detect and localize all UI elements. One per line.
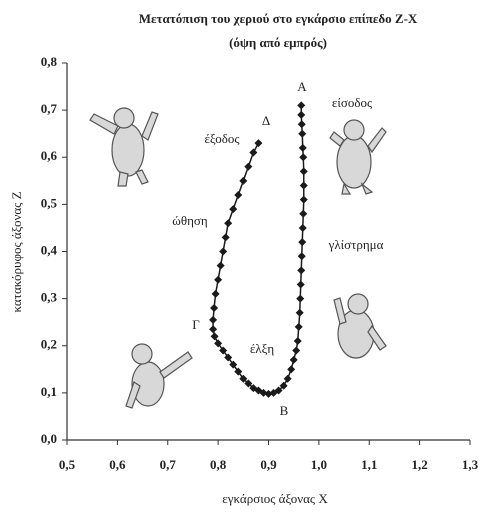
- point: [210, 332, 219, 341]
- point: [292, 346, 301, 355]
- point: [264, 389, 273, 398]
- x-tick-label: 1,2: [412, 457, 428, 472]
- point: [299, 167, 308, 176]
- point: [214, 339, 223, 348]
- point: [297, 110, 306, 119]
- point: [229, 360, 238, 369]
- x-tick-label: 0,9: [260, 457, 277, 472]
- point: [298, 223, 307, 232]
- chart-subtitle: (όψη από εμπρός): [229, 35, 327, 50]
- annotation: έξοδος: [204, 131, 240, 146]
- point: [224, 219, 233, 228]
- y-tick-label: 0,1: [41, 384, 57, 399]
- point: [209, 325, 218, 334]
- point: [239, 374, 248, 383]
- x-axis-label: εγκάρσιος άξονας X: [222, 491, 328, 506]
- point: [244, 379, 253, 388]
- point: [219, 247, 228, 256]
- x-tick-label: 0,8: [210, 457, 227, 472]
- point: [296, 294, 305, 303]
- y-tick-label: 0,5: [41, 195, 58, 210]
- point: [219, 346, 228, 355]
- x-tick-label: 1,1: [361, 457, 377, 472]
- y-tick-label: 0,3: [41, 290, 58, 305]
- point: [283, 374, 292, 383]
- annotation: ώθηση: [172, 213, 208, 228]
- x-tick-label: 0,6: [109, 457, 126, 472]
- chart-title: Μετατόπιση του χεριού στο εγκάρσιο επίπε…: [139, 11, 418, 26]
- point: [229, 205, 238, 214]
- point: [221, 233, 230, 242]
- annotation: Δ: [262, 113, 270, 128]
- point: [299, 195, 308, 204]
- annotation: είσοδος: [332, 95, 373, 110]
- point: [295, 308, 304, 317]
- point: [296, 280, 305, 289]
- point: [234, 190, 243, 199]
- annotation: Γ: [192, 317, 200, 332]
- point: [244, 162, 253, 171]
- point: [289, 355, 298, 364]
- point: [249, 148, 258, 157]
- point: [279, 381, 288, 390]
- annotation: γλίστρημα: [328, 237, 384, 252]
- point: [297, 252, 306, 261]
- y-tick-label: 0,6: [41, 148, 58, 163]
- point: [297, 266, 306, 275]
- point: [299, 209, 308, 218]
- point: [298, 143, 307, 152]
- point: [269, 388, 278, 397]
- point: [298, 129, 307, 138]
- y-tick-label: 0,4: [41, 242, 58, 257]
- point: [214, 275, 223, 284]
- point: [210, 304, 219, 313]
- point: [254, 139, 263, 148]
- point: [239, 176, 248, 185]
- point: [297, 101, 306, 110]
- point: [287, 365, 296, 374]
- point: [293, 337, 302, 346]
- y-tick-label: 0,2: [41, 337, 57, 352]
- point: [298, 238, 307, 247]
- point: [234, 367, 243, 376]
- point: [299, 181, 308, 190]
- point: [216, 261, 225, 270]
- y-tick-label: 0,7: [41, 101, 58, 116]
- point: [249, 384, 258, 393]
- x-tick-label: 0,5: [59, 457, 76, 472]
- point: [224, 353, 233, 362]
- point: [297, 120, 306, 129]
- point: [299, 153, 308, 162]
- point: [209, 315, 218, 324]
- y-tick-label: 0,0: [41, 431, 57, 446]
- y-tick-label: 0,8: [41, 54, 58, 69]
- point: [211, 289, 220, 298]
- point: [254, 386, 263, 395]
- x-tick-label: 0,7: [160, 457, 177, 472]
- point: [294, 322, 303, 331]
- annotation: A: [297, 79, 307, 94]
- swimmer-illustration: [89, 107, 387, 409]
- annotation: B: [280, 403, 289, 418]
- y-axis-label: κατακόρυφος άξονας Z: [9, 191, 24, 312]
- x-tick-label: 1,0: [311, 457, 327, 472]
- x-tick-label: 1,3: [462, 457, 479, 472]
- annotation: έλξη: [250, 341, 275, 356]
